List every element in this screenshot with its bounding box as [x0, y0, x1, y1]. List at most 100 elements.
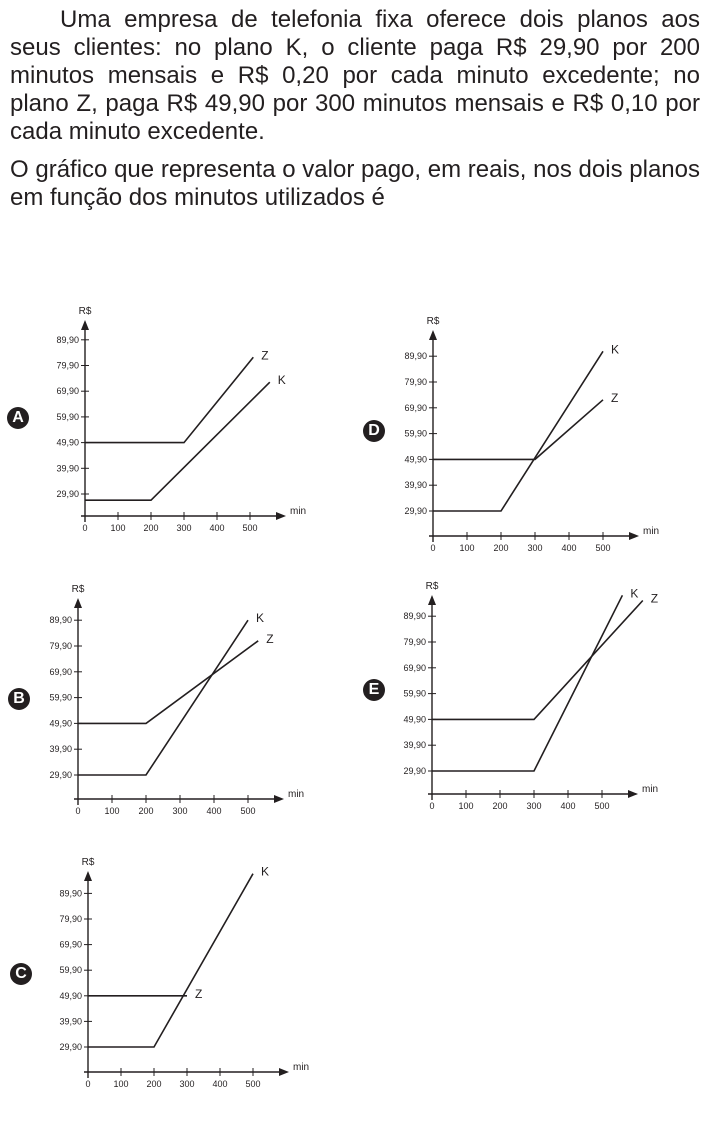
- x-axis-title: min: [643, 526, 659, 537]
- series-k-line: [78, 619, 249, 776]
- y-tick-label: 79,90: [56, 361, 79, 371]
- x-tick-label: 0: [75, 806, 80, 816]
- y-tick-label: 89,90: [403, 611, 426, 621]
- y-tick-label: 29,90: [49, 770, 72, 780]
- y-tick-label: 49,90: [49, 718, 72, 728]
- series-z-label: Z: [611, 391, 618, 405]
- option-d[interactable]: D R$ min 29,90 39,90 49,90 59,90 69,90 79,90 89,…: [360, 305, 700, 565]
- y-tick-label: 79,90: [49, 641, 72, 651]
- series-z-line: [85, 356, 254, 444]
- series-z-label: Z: [261, 348, 268, 362]
- option-d-badge: D: [363, 420, 385, 442]
- y-tick-label: 79,90: [403, 637, 426, 647]
- y-tick-label: 29,90: [403, 766, 426, 776]
- x-tick-label: 100: [110, 523, 125, 533]
- y-tick-label: 59,90: [404, 429, 427, 439]
- y-tick-label: 39,90: [403, 740, 426, 750]
- question-paragraph-2: O gráfico que representa o valor pago, e…: [10, 156, 700, 211]
- x-tick-label: 400: [561, 543, 576, 553]
- question-paragraph-1: Uma empresa de telefonia fixa oferece do…: [10, 6, 700, 145]
- y-axis-title: R$: [72, 584, 85, 595]
- x-tick-label: 500: [245, 1079, 260, 1089]
- series-z-label: Z: [195, 987, 202, 1001]
- x-tick-label: 200: [143, 523, 158, 533]
- x-tick-label: 300: [176, 523, 191, 533]
- series-k-label: K: [630, 586, 638, 600]
- x-axis-arrow: [629, 532, 639, 540]
- x-axis-title: min: [288, 789, 304, 800]
- y-axis-title: R$: [82, 857, 95, 868]
- x-tick-label: 200: [138, 806, 153, 816]
- y-tick-label: 69,90: [49, 667, 72, 677]
- y-tick-label: 89,90: [49, 615, 72, 625]
- y-axis-title: R$: [426, 581, 439, 592]
- x-tick-label: 100: [458, 801, 473, 811]
- x-axis-title: min: [290, 506, 306, 517]
- y-tick-label: 49,90: [403, 714, 426, 724]
- series-k-label: K: [256, 611, 264, 625]
- x-axis-arrow: [274, 795, 284, 803]
- y-tick-label: 59,90: [59, 965, 82, 975]
- y-tick-label: 39,90: [404, 480, 427, 490]
- series-k-label: K: [278, 373, 286, 387]
- y-tick-label: 39,90: [59, 1016, 82, 1026]
- x-tick-label: 200: [492, 801, 507, 811]
- x-tick-label: 300: [527, 543, 542, 553]
- y-axis-title: R$: [79, 306, 92, 317]
- series-k-label: K: [261, 865, 269, 879]
- option-c[interactable]: C R$ min 29,90 39,90 49,90 59,90 69,90 79,90 89,…: [5, 845, 335, 1105]
- x-tick-label: 400: [560, 801, 575, 811]
- option-b[interactable]: B R$ min 29,90 39,90 49,90 59,90 69,90 79,90 89,…: [5, 570, 335, 830]
- y-tick-label: 29,90: [59, 1042, 82, 1052]
- y-tick-label: 89,90: [56, 335, 79, 345]
- series-z-label: Z: [651, 591, 658, 605]
- y-tick-label: 49,90: [56, 438, 79, 448]
- x-tick-label: 500: [242, 523, 257, 533]
- x-tick-label: 0: [429, 801, 434, 811]
- option-e-badge: E: [363, 679, 385, 701]
- y-tick-label: 39,90: [49, 744, 72, 754]
- x-axis-title: min: [293, 1062, 309, 1073]
- x-tick-label: 200: [493, 543, 508, 553]
- y-axis-arrow: [84, 871, 92, 881]
- y-tick-label: 69,90: [56, 386, 79, 396]
- y-axis-arrow: [428, 595, 436, 605]
- y-tick-label: 69,90: [404, 403, 427, 413]
- series-k-label: K: [611, 342, 619, 356]
- y-tick-label: 79,90: [404, 377, 427, 387]
- x-axis-arrow: [276, 512, 286, 520]
- option-a-chart: R$ min 29,90 39,90 49,90 59,90 69,90 79,90 89,90…: [56, 306, 306, 533]
- question-text: Uma empresa de telefonia fixa oferece do…: [10, 6, 700, 222]
- y-tick-label: 59,90: [49, 693, 72, 703]
- option-a[interactable]: A R$ min 29,90 39,90 49,90 59,90 69,90 79,90 89,…: [5, 290, 335, 550]
- x-tick-label: 100: [104, 806, 119, 816]
- y-tick-label: 89,90: [404, 351, 427, 361]
- x-tick-label: 400: [212, 1079, 227, 1089]
- y-tick-label: 49,90: [404, 454, 427, 464]
- x-axis-arrow: [628, 790, 638, 798]
- y-tick-label: 29,90: [404, 506, 427, 516]
- y-tick-label: 29,90: [56, 489, 79, 499]
- y-axis-arrow: [81, 320, 89, 330]
- y-axis-arrow: [74, 598, 82, 608]
- y-tick-label: 69,90: [59, 940, 82, 950]
- x-tick-label: 300: [172, 806, 187, 816]
- option-e[interactable]: E R$ min 29,90 39,90 49,90 59,90 69,90 79,90 89,…: [360, 570, 700, 830]
- x-tick-label: 0: [430, 543, 435, 553]
- x-tick-label: 500: [240, 806, 255, 816]
- series-k-line: [85, 381, 271, 501]
- x-tick-label: 100: [459, 543, 474, 553]
- x-tick-label: 500: [594, 801, 609, 811]
- y-tick-label: 79,90: [59, 914, 82, 924]
- x-tick-label: 100: [113, 1079, 128, 1089]
- series-k-line: [433, 350, 604, 512]
- series-k-line: [432, 594, 624, 772]
- x-tick-label: 400: [209, 523, 224, 533]
- x-tick-label: 400: [206, 806, 221, 816]
- x-tick-label: 300: [526, 801, 541, 811]
- series-z-line: [433, 399, 604, 461]
- series-z-line: [432, 599, 644, 721]
- option-d-chart: R$ min 29,90 39,90 49,90 59,90 69,90 79,90 89,90…: [404, 316, 659, 553]
- x-tick-label: 500: [595, 543, 610, 553]
- series-z-line: [78, 640, 259, 725]
